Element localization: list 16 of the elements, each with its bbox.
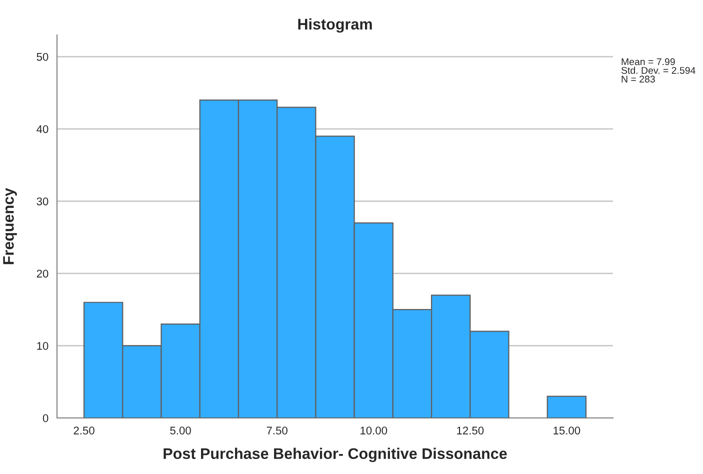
text: Mean = 7.99 Std. Dev. = 2.594 N = 283 — [621, 58, 696, 83]
y-tick-label: 30 — [36, 197, 48, 206]
y-axis-title: Frequency — [3, 188, 17, 264]
y-tick-label: 40 — [36, 125, 48, 134]
y-tick-label: 50 — [36, 52, 48, 61]
x-tick-label: 5.00 — [170, 426, 191, 434]
x-tick-label: 7.50 — [266, 426, 288, 434]
x-tick-label: 12.50 — [457, 426, 484, 434]
x-axis-title: Post Purchase Behavior- Cognitive Dissonance — [164, 448, 507, 462]
y-tick-label: 10 — [37, 342, 48, 350]
y-tick-label: 0 — [42, 414, 48, 422]
x-tick-label: 10.00 — [360, 426, 388, 434]
x-tick-label: 2.50 — [74, 426, 94, 434]
y-tick-label: 20 — [36, 270, 48, 278]
chart-title: Histogram — [298, 18, 372, 33]
x-tick-label: 15.00 — [554, 426, 580, 434]
